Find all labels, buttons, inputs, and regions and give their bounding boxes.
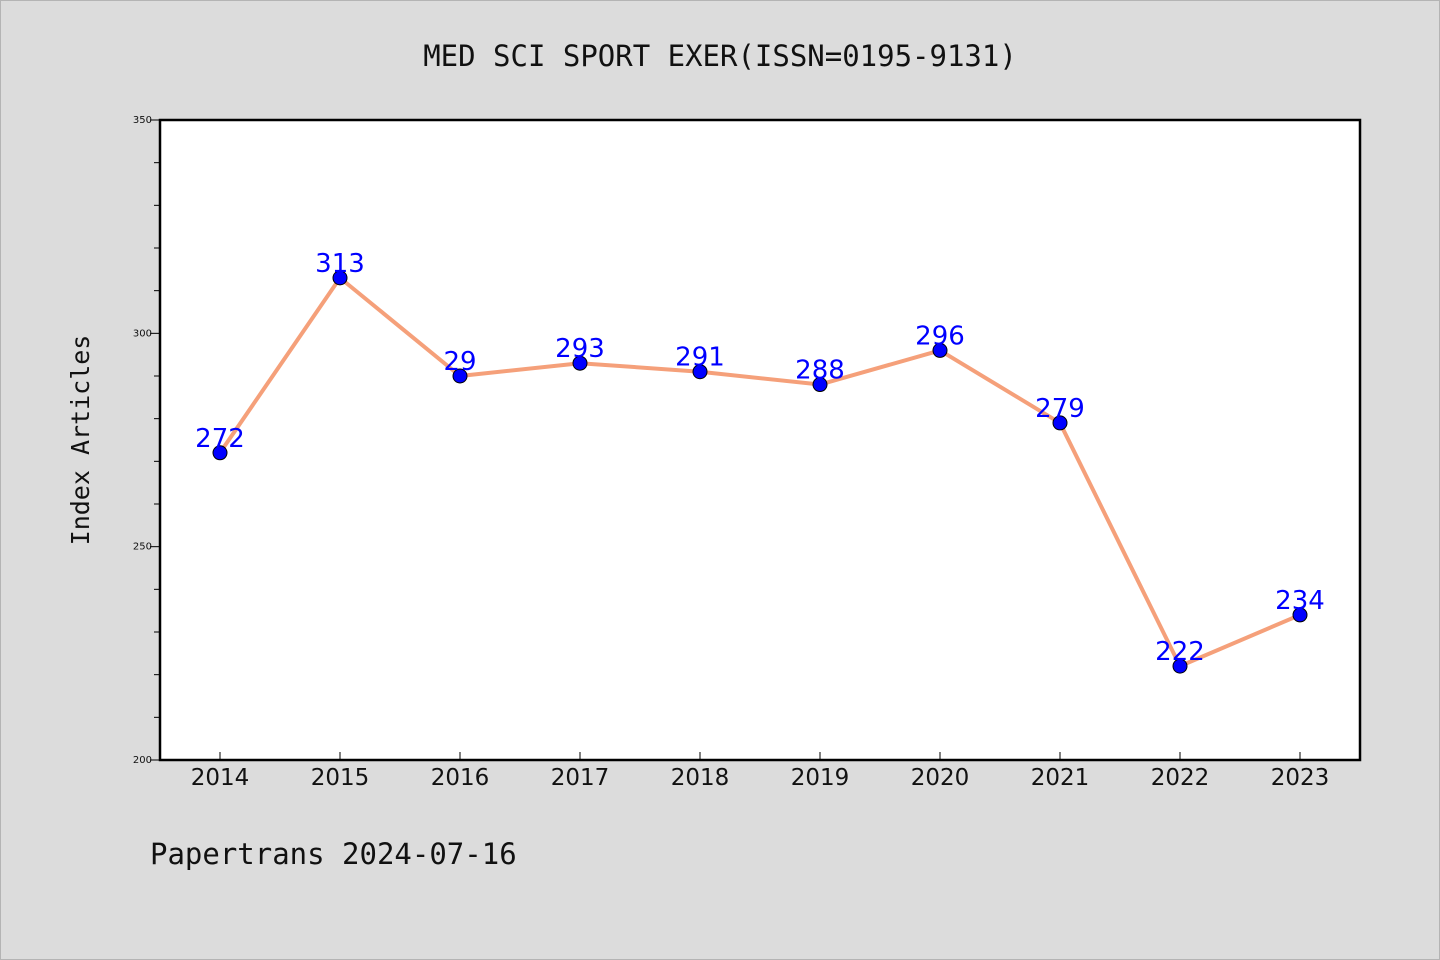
data-point xyxy=(452,368,468,384)
data-label: 293 xyxy=(555,334,605,364)
y-axis: 200 250 300 350 xyxy=(133,115,160,766)
x-tick-label: 2020 xyxy=(911,765,970,791)
data-point xyxy=(812,377,828,393)
data-point xyxy=(212,445,228,461)
y-tick-label: 300 xyxy=(133,328,152,339)
x-tick-label: 2015 xyxy=(311,765,370,791)
series-line xyxy=(218,275,1302,669)
y-tick-label: 350 xyxy=(133,115,152,126)
data-label: 272 xyxy=(195,424,245,454)
data-markers xyxy=(212,270,1308,674)
data-label: 29 xyxy=(443,347,476,377)
plot-area xyxy=(160,120,1360,760)
x-tick-label: 2018 xyxy=(671,765,730,791)
data-label: 222 xyxy=(1155,637,1205,667)
plot-border xyxy=(158,118,1362,762)
data-point xyxy=(332,270,348,286)
data-label: 296 xyxy=(915,321,965,351)
data-point xyxy=(1052,415,1068,431)
x-tick-label: 2014 xyxy=(191,765,250,791)
data-point xyxy=(932,342,948,358)
y-tick-label: 250 xyxy=(133,542,152,553)
data-label: 291 xyxy=(675,343,725,373)
x-tick-label: 2016 xyxy=(431,765,490,791)
chart-title: MED SCI SPORT EXER(ISSN=0195-9131) xyxy=(423,39,1017,73)
data-point xyxy=(692,364,708,380)
y-tick-label: 200 xyxy=(133,755,152,766)
data-point xyxy=(1172,658,1188,674)
data-point xyxy=(1292,607,1308,623)
data-labels: 272 313 29 293 291 288 296 279 222 234 xyxy=(195,249,1325,667)
footer-credit: Papertrans 2024-07-16 xyxy=(150,837,517,871)
x-tick-label: 2022 xyxy=(1151,765,1210,791)
x-tick-label: 2021 xyxy=(1031,765,1090,791)
data-label: 313 xyxy=(315,249,365,279)
data-label: 234 xyxy=(1275,586,1325,616)
y-axis-label: Index Articles xyxy=(66,335,95,546)
data-point xyxy=(572,355,588,371)
data-label: 279 xyxy=(1035,394,1085,424)
x-axis: 2014 2015 2016 2017 2018 2019 2020 2021 2022 2023 xyxy=(191,752,1330,791)
x-tick-label: 2017 xyxy=(551,765,610,791)
data-label: 288 xyxy=(795,356,845,386)
x-tick-label: 2023 xyxy=(1271,765,1330,791)
x-tick-label: 2019 xyxy=(791,765,850,791)
